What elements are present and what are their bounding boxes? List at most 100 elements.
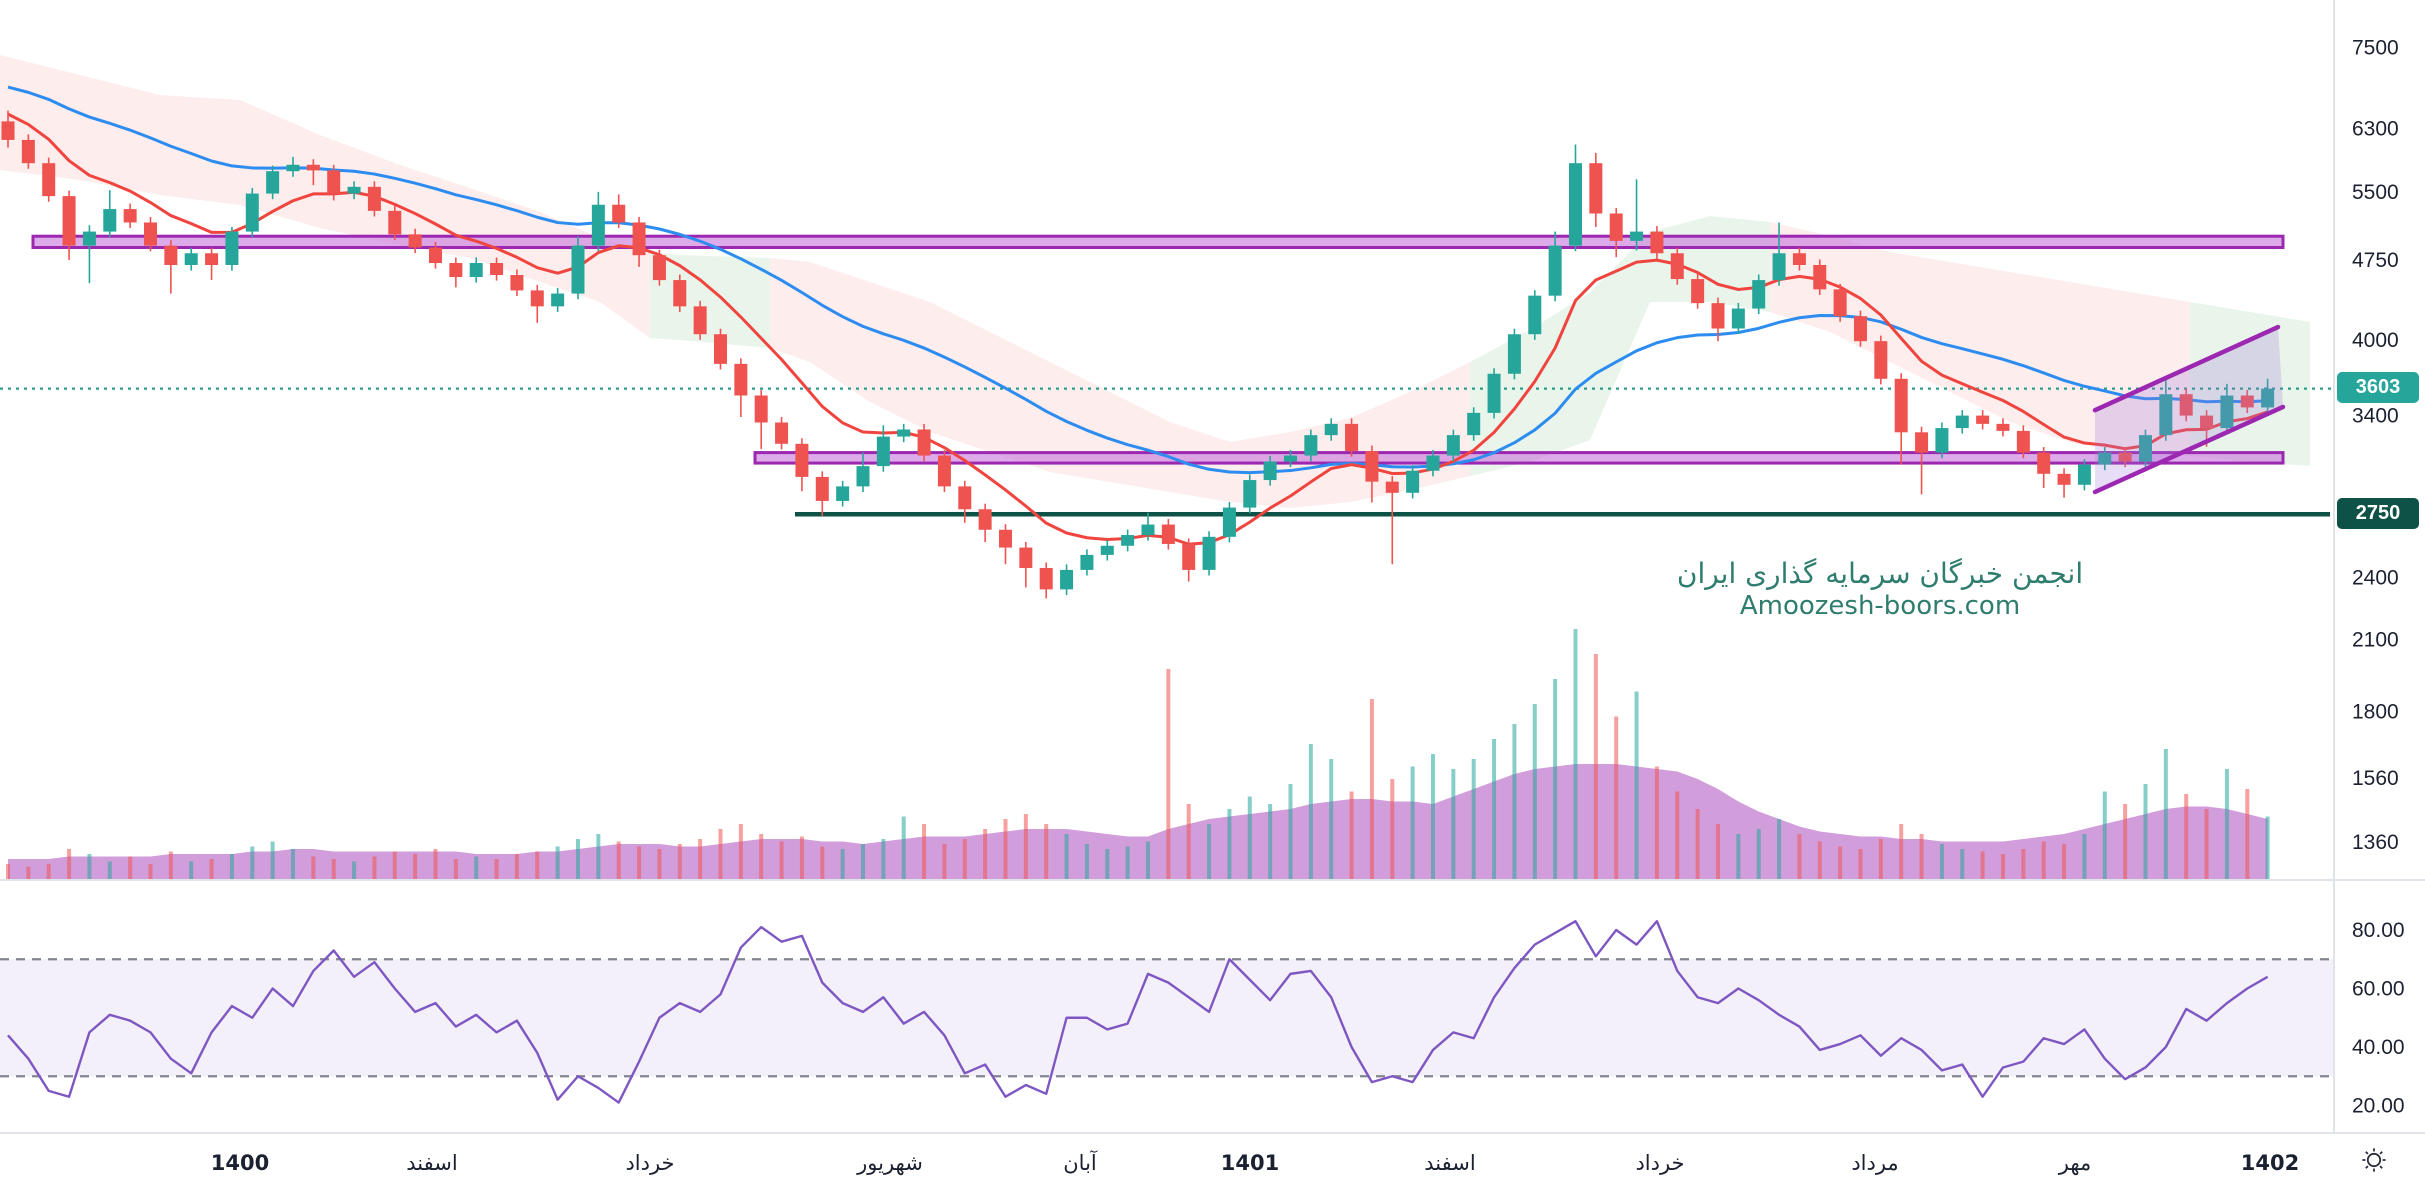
supply-demand-zones[interactable] [31, 234, 2285, 465]
volume-bar [2082, 834, 2087, 879]
volume-bar [413, 854, 418, 879]
candle-body [1752, 280, 1766, 309]
ascending-channel[interactable] [2092, 324, 2286, 495]
volume-bar [535, 851, 540, 879]
axis-settings-gear-icon[interactable] [2356, 1142, 2392, 1178]
volume-bar [1186, 804, 1191, 879]
volume-bar [1451, 769, 1456, 879]
candle-body [2159, 394, 2173, 436]
cloud-segment [540, 212, 600, 302]
candle-body [612, 204, 626, 223]
candle-body [978, 509, 992, 530]
volume-bar [718, 829, 723, 879]
volume-bar [575, 839, 580, 879]
horizontal-lines[interactable] [0, 387, 2334, 517]
volume-bar [860, 844, 865, 879]
volume-bar [2204, 809, 2209, 879]
candle-body [2016, 430, 2030, 453]
volume-bar [67, 849, 72, 879]
candle-body [1161, 524, 1175, 544]
volume-bar [2021, 849, 2026, 879]
volume-bar [555, 846, 560, 879]
volume-bar [799, 836, 804, 879]
volume-bar [1430, 754, 1435, 879]
candle-body [327, 170, 341, 194]
time-axis[interactable]: 1400 اسفند خرداد شهریور آبان 1401 اسفند خرداد مر… [211, 1150, 2299, 1175]
volume-bar [148, 864, 153, 879]
resistance-zone[interactable] [31, 234, 2285, 250]
candle-body [2220, 395, 2234, 429]
volume-bar [1268, 804, 1273, 879]
cloud-segment [1530, 292, 1590, 462]
volume-bar [331, 859, 336, 879]
price-axis-label: 7500 [2352, 37, 2399, 60]
volume-bar [26, 866, 31, 879]
candle-body [1345, 423, 1359, 452]
moving-averages [7, 85, 2269, 546]
candle-body [1792, 253, 1806, 265]
candle-body [123, 209, 137, 223]
time-axis-label: 1400 [211, 1151, 269, 1175]
cloud-segment [240, 100, 320, 228]
ma-fast-red [7, 112, 2269, 546]
candle-body [1853, 316, 1867, 342]
candle-body [1609, 213, 1623, 241]
volume-bar [2265, 816, 2270, 879]
cloud-segment [1890, 252, 1950, 392]
candle-body [775, 422, 789, 444]
candle-body [184, 253, 198, 265]
candle-body [1528, 295, 1542, 335]
candle-body [958, 486, 972, 510]
volume-bar [2224, 769, 2229, 879]
volume-bar [596, 834, 601, 879]
candle-body [42, 163, 56, 197]
candle-body [1813, 264, 1827, 290]
channel-lower-line[interactable] [2092, 404, 2286, 495]
candle-body [836, 486, 850, 501]
volume-bar [2062, 844, 2067, 879]
volume-bar [229, 854, 234, 879]
candle-body [1548, 245, 1562, 296]
volume-bar [677, 844, 682, 879]
time-axis-label: اسفند [1424, 1151, 1475, 1175]
candle-body [2240, 395, 2254, 408]
volume-bar [616, 841, 621, 879]
candle-body [1019, 547, 1033, 569]
ichimoku-cloud [0, 55, 2310, 508]
channel-upper-line[interactable] [2092, 324, 2281, 413]
volume-bar [474, 856, 479, 879]
volume-bar [1838, 846, 1843, 879]
cloud-segment [870, 282, 930, 432]
candle-body [1955, 415, 1969, 429]
candle-body [1141, 524, 1155, 536]
candle-body [1039, 568, 1053, 590]
candle-body [530, 290, 544, 307]
volume-bar [1777, 819, 1782, 879]
candle-body [449, 263, 463, 278]
volume-bar [1980, 851, 1985, 879]
price-axis[interactable]: 7500 6300 5500 4750 4000 3400 2400 2100 1800 1560… [2352, 37, 2405, 1118]
volume-bar [189, 861, 194, 879]
price-axis-label: 5500 [2352, 181, 2399, 204]
volume-bar [311, 856, 316, 879]
candle-body [2118, 452, 2132, 462]
candle-body [1080, 554, 1094, 570]
candle-body [1182, 543, 1196, 570]
cloud-segment [2010, 272, 2070, 442]
time-axis-label: مهر [2058, 1151, 2092, 1175]
volume-bar [1939, 844, 1944, 879]
candle-body [286, 164, 300, 172]
candle-body [693, 306, 707, 335]
candle-body [1996, 423, 2010, 431]
candle-body [795, 443, 809, 477]
candle-body [1365, 451, 1379, 482]
candle-body [225, 231, 239, 265]
volume-bar [1064, 834, 1069, 879]
volume-bar [1593, 654, 1598, 879]
volume-bar [1044, 824, 1049, 879]
candle-body [1283, 455, 1297, 462]
support-zone[interactable] [753, 451, 2285, 465]
volume-bar [392, 851, 397, 879]
